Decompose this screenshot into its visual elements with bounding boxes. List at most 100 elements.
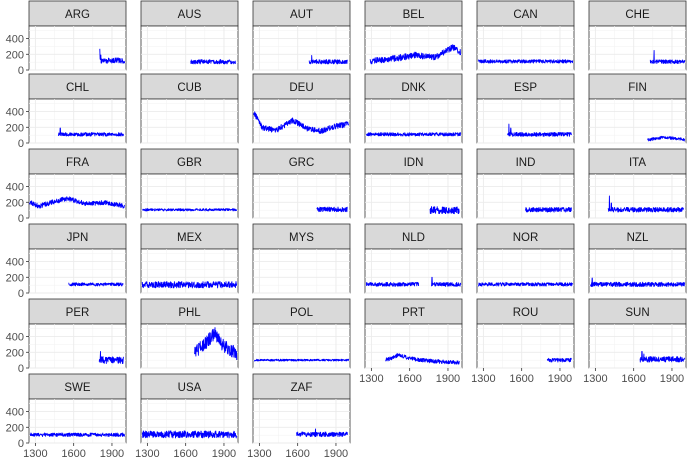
facet-strip bbox=[28, 223, 127, 250]
facet-strip-label: NZL bbox=[627, 232, 649, 244]
series-line-fin bbox=[647, 135, 686, 142]
facet-strip-label: GBR bbox=[177, 157, 202, 169]
facet-strip-label: GRC bbox=[289, 157, 315, 169]
facet-plot-area bbox=[476, 248, 575, 294]
x-tick-label: 1300 bbox=[471, 373, 495, 385]
facet-plot-area bbox=[588, 323, 687, 369]
x-tick-label: 1600 bbox=[621, 373, 645, 385]
facet-strip bbox=[588, 298, 687, 325]
facet-strip-label: CHL bbox=[66, 82, 90, 94]
facet-panel-usa: USA 1300 1600 1900 bbox=[135, 373, 239, 460]
y-tick-label: 0 bbox=[18, 438, 24, 450]
facet-strip bbox=[252, 298, 351, 325]
facet-strip-label: SWE bbox=[64, 382, 91, 394]
facet-plot-area bbox=[588, 25, 687, 71]
facet-strip-label: ITA bbox=[629, 157, 646, 169]
y-tick-label: 400 bbox=[6, 407, 24, 419]
facet-plot-area bbox=[476, 173, 575, 219]
series-line-swe bbox=[29, 432, 126, 437]
facet-strip bbox=[588, 0, 687, 27]
facet-plot-area bbox=[28, 398, 127, 444]
facet-panel-deu: DEU bbox=[252, 73, 351, 144]
facet-panel-fra: FRA 0 200 400 bbox=[6, 148, 127, 225]
x-tick-label: 1300 bbox=[135, 448, 159, 460]
facet-panel-mys: MYS bbox=[252, 223, 351, 294]
series-line-arg bbox=[99, 48, 126, 64]
facet-strip-label: CAN bbox=[513, 9, 537, 21]
x-tick-label: 1600 bbox=[173, 448, 197, 460]
series-line-fra bbox=[29, 196, 125, 209]
series-line-jpn bbox=[68, 282, 124, 287]
facet-strip bbox=[364, 148, 463, 175]
series-line-usa bbox=[141, 430, 238, 439]
series-line-ita bbox=[607, 195, 684, 213]
facet-strip bbox=[252, 223, 351, 250]
facet-panel-aut: AUT bbox=[252, 0, 351, 71]
facet-strip-label: AUT bbox=[290, 9, 313, 21]
facet-strip-label: PHL bbox=[178, 307, 201, 319]
facet-panel-chl: CHL 0 200 400 bbox=[6, 73, 127, 150]
facet-panel-prt: PRT 1300 1600 1900 bbox=[359, 298, 463, 385]
facet-plot-area bbox=[252, 173, 351, 219]
facet-plot-area bbox=[252, 25, 351, 71]
facet-plot-area bbox=[476, 323, 575, 369]
y-tick-label: 200 bbox=[6, 272, 24, 284]
facet-strip-label: MYS bbox=[289, 232, 314, 244]
facet-strip bbox=[364, 298, 463, 325]
series-line-phl bbox=[194, 327, 238, 361]
facet-strip-label: IDN bbox=[404, 157, 424, 169]
facet-strip bbox=[28, 373, 127, 400]
facet-strip-label: ZAF bbox=[291, 382, 313, 394]
series-line-dnk bbox=[365, 132, 462, 137]
series-line-deu bbox=[253, 111, 350, 135]
facet-strip-label: POL bbox=[290, 307, 314, 319]
facet-plot-area bbox=[364, 98, 463, 144]
series-line-esp bbox=[507, 123, 572, 137]
facet-plot-area bbox=[588, 98, 687, 144]
y-tick-label: 0 bbox=[18, 363, 24, 375]
facet-plot-area bbox=[252, 398, 351, 444]
series-line-grc bbox=[316, 206, 348, 213]
facet-panel-phl: PHL bbox=[140, 298, 239, 369]
facet-plot-area bbox=[252, 248, 351, 294]
series-line-che bbox=[649, 49, 686, 65]
y-tick-label: 0 bbox=[18, 213, 24, 225]
facet-strip bbox=[476, 298, 575, 325]
facet-strip bbox=[28, 73, 127, 100]
facet-panel-ita: ITA bbox=[588, 148, 687, 219]
facet-strip-label: ROU bbox=[513, 307, 539, 319]
facet-strip-label: MEX bbox=[177, 232, 202, 244]
facet-strip-label: DEU bbox=[289, 82, 313, 94]
series-line-idn bbox=[429, 206, 460, 215]
facet-panel-gbr: GBR bbox=[140, 148, 239, 219]
y-tick-label: 200 bbox=[6, 347, 24, 359]
facet-strip-label: AUS bbox=[178, 9, 202, 21]
x-tick-label: 1600 bbox=[61, 448, 85, 460]
facet-strip bbox=[588, 73, 687, 100]
y-tick-label: 400 bbox=[6, 182, 24, 194]
series-line-per bbox=[98, 351, 124, 364]
facet-strip-label: CUB bbox=[177, 82, 202, 94]
facet-plot-area bbox=[252, 98, 351, 144]
series-line-ind bbox=[525, 206, 572, 213]
facet-plot-area bbox=[476, 25, 575, 71]
facet-strip-label: SUN bbox=[625, 307, 649, 319]
facet-panel-arg: ARG 0 200 400 bbox=[6, 0, 127, 77]
facet-strip-label: BEL bbox=[403, 9, 425, 21]
y-tick-label: 200 bbox=[6, 49, 24, 61]
facet-panel-cub: CUB bbox=[140, 73, 239, 144]
facet-strip-label: JPN bbox=[67, 232, 89, 244]
facet-panel-idn: IDN bbox=[364, 148, 463, 219]
facet-strip bbox=[140, 0, 239, 27]
series-line-gbr bbox=[142, 208, 238, 212]
facet-panel-can: CAN bbox=[476, 0, 575, 71]
y-tick-label: 400 bbox=[6, 332, 24, 344]
facet-strip bbox=[476, 148, 575, 175]
facet-panel-grc: GRC bbox=[252, 148, 351, 219]
facet-panel-mex: MEX bbox=[140, 223, 239, 294]
x-tick-label: 1900 bbox=[100, 448, 124, 460]
facet-strip bbox=[140, 148, 239, 175]
facet-strip-label: NOR bbox=[513, 232, 539, 244]
facet-panel-swe: SWE 0 200 400 1300 1600 1900 bbox=[6, 373, 127, 460]
